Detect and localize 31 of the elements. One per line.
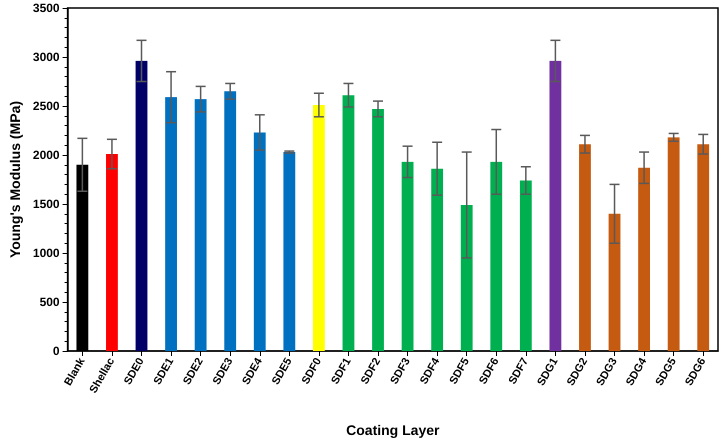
bar bbox=[431, 168, 444, 351]
bar bbox=[697, 144, 710, 351]
bar bbox=[490, 162, 502, 351]
bar bbox=[224, 91, 236, 351]
y-tick-label: 3500 bbox=[32, 1, 60, 15]
y-tick-label: 1000 bbox=[32, 246, 60, 260]
y-tick-label: 2500 bbox=[32, 99, 60, 113]
y-tick-label: 2000 bbox=[32, 148, 60, 162]
bar bbox=[312, 105, 325, 351]
y-axis-title: Young's Modulus (MPa) bbox=[7, 100, 23, 258]
bar bbox=[549, 60, 562, 351]
y-tick-label: 3000 bbox=[32, 50, 60, 64]
bar bbox=[194, 99, 207, 351]
bar bbox=[579, 144, 591, 351]
bar bbox=[342, 95, 354, 351]
bar bbox=[372, 108, 384, 351]
y-tick-label: 500 bbox=[40, 295, 60, 309]
bar bbox=[165, 97, 177, 351]
bar bbox=[283, 152, 296, 351]
y-tick-label: 1500 bbox=[32, 197, 60, 211]
bar bbox=[638, 168, 650, 351]
bar bbox=[520, 180, 532, 351]
bar bbox=[402, 162, 414, 351]
bar bbox=[136, 60, 148, 351]
bar bbox=[460, 204, 473, 351]
x-axis-title: Coating Layer bbox=[346, 422, 440, 438]
y-tick-label: 0 bbox=[52, 344, 60, 358]
bar bbox=[254, 132, 266, 351]
bar bbox=[106, 154, 118, 351]
bar bbox=[608, 214, 620, 351]
bar bbox=[668, 137, 680, 351]
